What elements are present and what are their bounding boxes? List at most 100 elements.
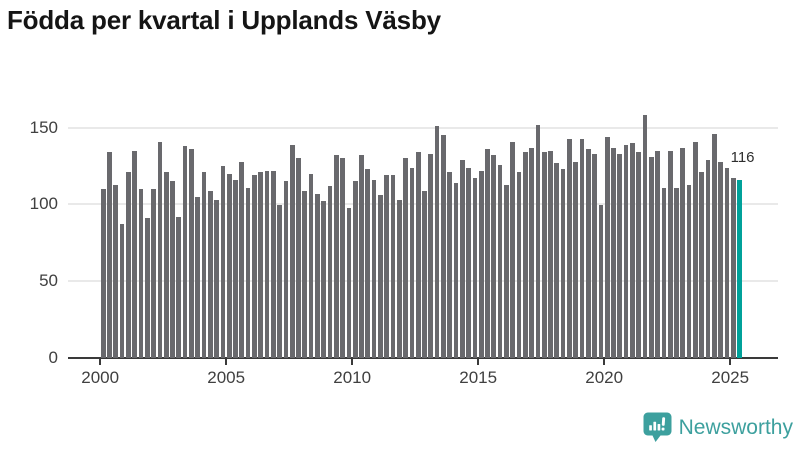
bar-2018-q4 <box>573 161 579 358</box>
bar-2006-q3 <box>264 170 270 358</box>
x-tick-2015 <box>477 359 480 365</box>
bar-2016-q2 <box>510 141 516 358</box>
x-tick-label-2000: 2000 <box>81 368 120 387</box>
x-tick-label-2005: 2005 <box>207 368 246 387</box>
bar-2017-q1 <box>529 147 534 358</box>
bar-2004-q3 <box>214 199 219 358</box>
bar-2004-q1 <box>201 172 207 358</box>
bar-2016-q1 <box>504 184 509 358</box>
bar-2007-q3 <box>289 144 295 358</box>
bar-2024-q1 <box>705 159 711 358</box>
bar-2012-q4 <box>422 190 427 358</box>
bar-2020-q3 <box>617 153 623 358</box>
bar-2007-q4 <box>296 158 301 358</box>
x-tick-2025 <box>729 359 732 365</box>
bar-2024-q3 <box>718 161 723 358</box>
bar-2016-q3 <box>516 172 522 358</box>
bar-2011-q2 <box>384 175 390 358</box>
bar-2019-q4 <box>598 204 604 358</box>
bar-2000-q1 <box>100 189 106 358</box>
bar-2016-q4 <box>522 152 528 358</box>
chart-title: Födda per kvartal i Upplands Väsby <box>7 5 441 35</box>
y-tick-label-50: 50 <box>39 271 58 291</box>
bar-2020-q1 <box>604 136 610 358</box>
newsworthy-bubble-chart-icon <box>643 412 672 443</box>
newsworthy-logo[interactable]: Newsworthy <box>643 412 793 443</box>
bar-2022-q3 <box>667 150 673 358</box>
bar-2011-q4 <box>396 199 402 358</box>
bar-2005-q3 <box>239 161 245 358</box>
bar-2021-q3 <box>642 115 648 358</box>
bar-2002-q1 <box>151 189 156 358</box>
bar-2004-q2 <box>207 190 213 358</box>
bar-2008-q3 <box>315 193 320 358</box>
x-axis-line <box>68 357 778 359</box>
bar-2012-q1 <box>403 158 408 358</box>
bar-2018-q1 <box>554 163 560 358</box>
bar-2008-q1 <box>302 190 308 358</box>
bar-2022-q2 <box>661 187 667 358</box>
bar-2014-q3 <box>466 167 471 358</box>
bar-2013-q3 <box>441 135 446 358</box>
bar-2014-q4 <box>472 178 478 358</box>
bar-2003-q3 <box>189 149 194 358</box>
bar-2005-q4 <box>245 187 251 358</box>
y-tick-label-100: 100 <box>29 194 58 214</box>
bar-2003-q4 <box>195 196 201 358</box>
bar-2010-q3 <box>365 169 371 358</box>
bar-2003-q1 <box>176 216 182 358</box>
bar-2022-q1 <box>655 150 660 358</box>
bar-2015-q3 <box>491 155 497 358</box>
bar-2020-q4 <box>623 144 629 358</box>
x-tick-2020 <box>603 359 606 365</box>
bar-2019-q3 <box>592 153 597 358</box>
bar-2023-q2 <box>686 184 692 358</box>
bar-2014-q2 <box>459 159 465 358</box>
bar-2025-q2-highlighted <box>737 179 742 358</box>
bar-2021-q4 <box>648 156 654 358</box>
x-tick-2010 <box>351 359 354 365</box>
bar-2011-q3 <box>390 175 396 358</box>
bar-2000-q3 <box>113 184 119 358</box>
bar-2021-q1 <box>630 143 635 358</box>
bar-2018-q3 <box>567 138 572 358</box>
bar-2017-q3 <box>541 152 547 358</box>
bar-2006-q2 <box>258 172 264 358</box>
bar-2011-q1 <box>378 195 383 358</box>
bar-2002-q3 <box>163 172 169 358</box>
bar-2019-q1 <box>579 138 585 358</box>
bar-2023-q3 <box>693 141 698 358</box>
bar-2010-q4 <box>371 179 377 358</box>
bar-2002-q4 <box>170 181 175 358</box>
grid-line-150 <box>68 126 778 129</box>
y-tick-label-150: 150 <box>29 117 58 137</box>
newsworthy-wordmark: Newsworthy <box>678 415 793 439</box>
bar-2000-q2 <box>107 152 112 358</box>
bar-2009-q1 <box>327 186 333 358</box>
bar-2023-q1 <box>680 147 686 358</box>
bar-2017-q4 <box>548 150 553 358</box>
bar-2001-q3 <box>138 189 144 358</box>
bar-2008-q4 <box>321 201 327 358</box>
x-tick-label-2025: 2025 <box>711 368 750 387</box>
bar-2005-q2 <box>233 179 238 358</box>
x-tick-2005 <box>225 359 228 365</box>
bar-2001-q4 <box>144 218 150 358</box>
highlight-value-label: 116 <box>730 148 755 166</box>
bar-2015-q1 <box>478 170 484 358</box>
bar-2021-q2 <box>636 152 642 358</box>
bar-2009-q3 <box>340 158 345 358</box>
bar-2014-q1 <box>453 183 459 358</box>
bar-2022-q4 <box>674 187 679 358</box>
bar-2001-q1 <box>126 172 131 358</box>
bar-2010-q1 <box>352 181 358 358</box>
bar-2012-q3 <box>415 152 421 358</box>
bar-2001-q2 <box>132 150 138 358</box>
bar-2009-q4 <box>346 207 352 358</box>
y-tick-label-0: 0 <box>48 348 58 367</box>
bar-2000-q4 <box>119 224 125 358</box>
bar-2018-q2 <box>560 169 566 358</box>
bar-2008-q2 <box>308 173 314 358</box>
